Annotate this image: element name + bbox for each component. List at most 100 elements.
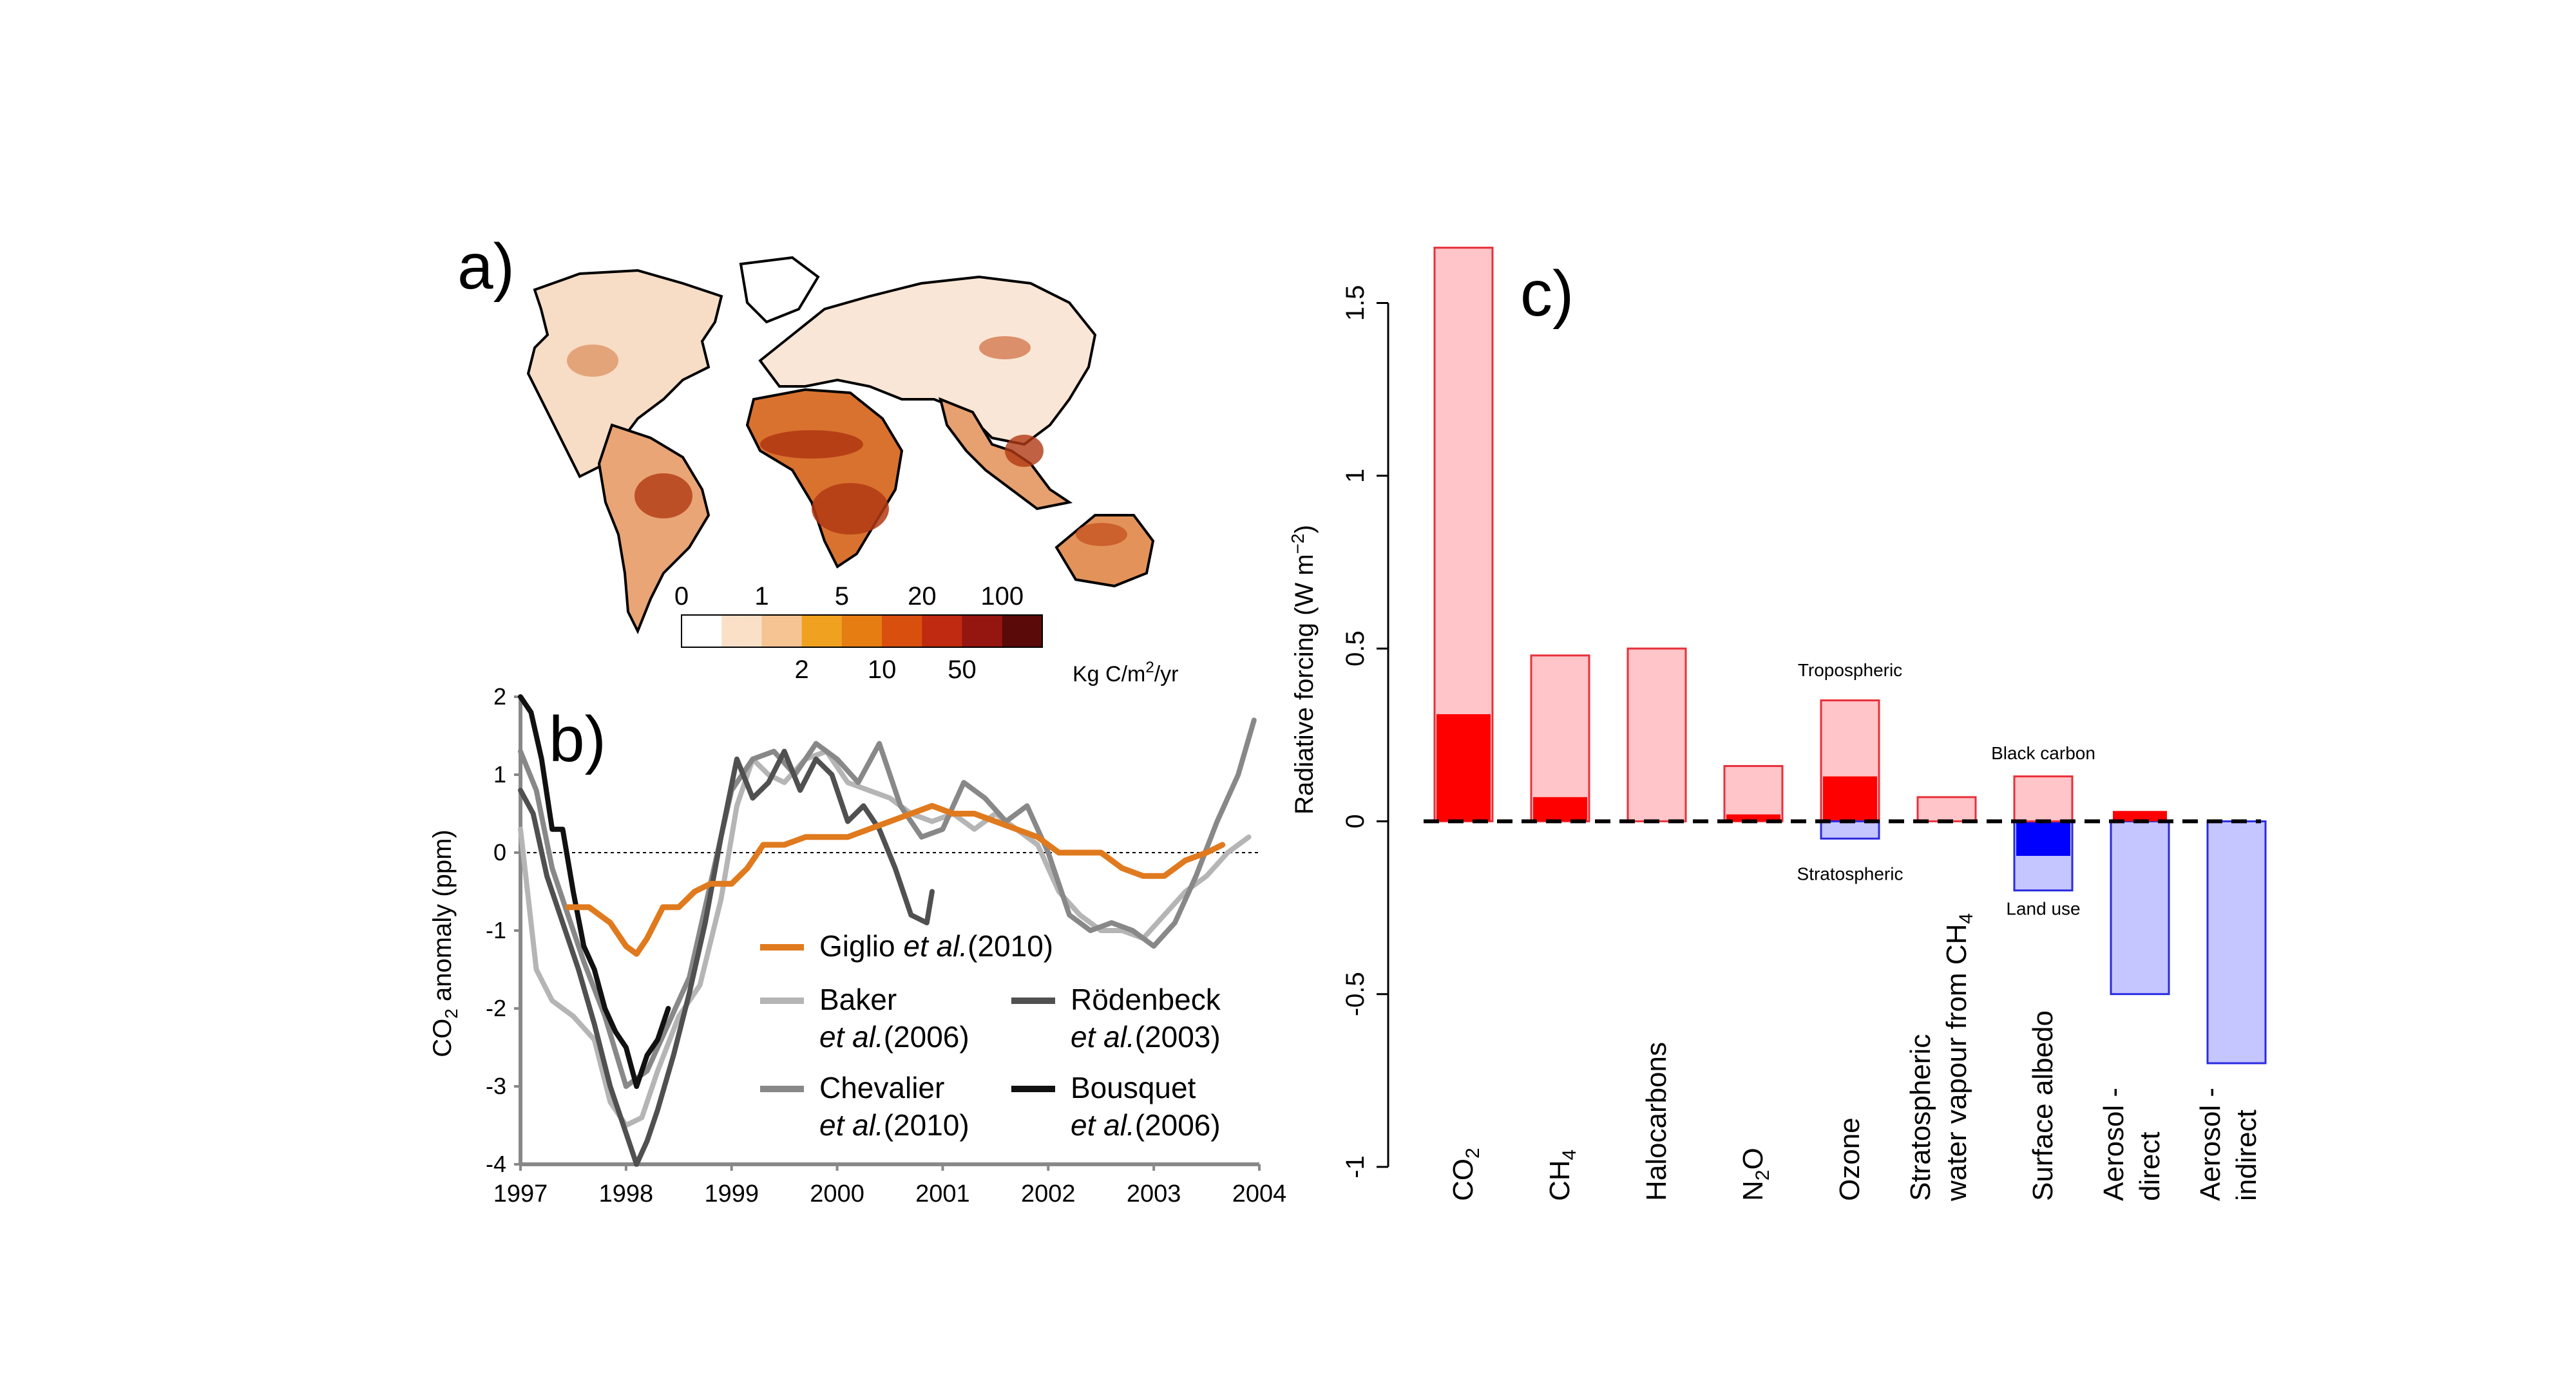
panel-b-xtick-label: 2001: [915, 1180, 970, 1207]
continent-south-asia: [939, 397, 1073, 511]
bar-albedo-black-carbon: [2013, 775, 2074, 822]
series-line-rödenbeck: [518, 748, 935, 1167]
annotation-stratospheric: Stratospheric: [1797, 864, 1903, 884]
colorbar-swatch: [922, 615, 963, 647]
panel-a-label: a): [457, 231, 515, 303]
category-label-line2: direct: [2134, 1131, 2166, 1201]
category-label: CO2: [1447, 1148, 1484, 1201]
colorbar-bottom-tick: 50: [948, 656, 977, 684]
colorbar-swatch: [1002, 615, 1043, 647]
panel-c-ytick-label: 0: [1341, 814, 1369, 828]
legend-label-bousquet: Bousquet: [1071, 1071, 1196, 1104]
panel-c-ytick-label: 0.5: [1341, 630, 1369, 667]
panel-c-label: c): [1520, 258, 1574, 330]
fire-hotspots: [567, 336, 1127, 546]
panel-b-label: b): [549, 703, 606, 775]
legend-label-giglio: Giglio et al.(2010): [819, 929, 1053, 963]
panel-c-chart: 1.5 1 0.5 0 -0.5 -1 Tropospheric Stratospheric B…: [1341, 247, 2267, 1202]
colorbar-top-tick: 1: [754, 582, 768, 610]
bar-fire: [2016, 821, 2070, 856]
legend-citation-baker: et al.(2006): [819, 1020, 969, 1054]
continent-eurasia: [758, 275, 1097, 446]
panel-b-ytick-label: -3: [486, 1073, 506, 1099]
legend-citation-bousquet: et al.(2006): [1071, 1108, 1221, 1142]
bar-fire: [1436, 714, 1491, 822]
panel-b-xtick-label: 2000: [810, 1180, 864, 1207]
bar-total: [1627, 647, 1687, 822]
panel-b-xtick-label: 2002: [1021, 1180, 1076, 1207]
panel-c-ytick-label: -1: [1341, 1155, 1369, 1178]
bar-total: [1530, 654, 1590, 822]
panel-b-ytick-label: 0: [493, 839, 506, 866]
series-line-bousquet: [518, 694, 671, 1089]
colorbar-swatch: [841, 615, 883, 647]
annotation-black-carbon: Black carbon: [1991, 743, 2095, 763]
legend-citation-chevalier: et al.(2010): [819, 1108, 969, 1142]
panel-b-xtick-label: 1998: [599, 1180, 654, 1207]
category-label: Aerosol -: [2098, 1088, 2130, 1201]
continent-south-america: [597, 423, 711, 634]
bar-total: [1723, 765, 1784, 822]
panel-c-ytick-label: 1: [1341, 469, 1369, 483]
bar-ozone-stratospheric: [1820, 820, 1880, 840]
colorbar-swatch: [721, 615, 762, 647]
category-label-line2: indirect: [2231, 1110, 2262, 1201]
bar-fire: [2113, 811, 2167, 822]
panel-c-ylabel: Radiative forcing (W m−2): [1288, 525, 1319, 815]
bar-fire: [1823, 776, 1877, 822]
continent-greenland: [739, 256, 820, 324]
colorbar-unit: Kg C/m2/yr: [1073, 659, 1179, 686]
colorbar-top-tick: 20: [908, 582, 937, 610]
legend-label-baker: Baker: [819, 983, 897, 1016]
category-label: Ozone: [1834, 1117, 1865, 1201]
bar-fire: [1726, 814, 1780, 822]
bar-total: [2206, 820, 2267, 1064]
panel-b-ytick-label: 2: [493, 683, 506, 710]
annotation-land-use: Land use: [2006, 898, 2080, 918]
colorbar-top-tick: 100: [980, 582, 1024, 610]
colorbar-swatch: [882, 615, 922, 647]
colorbar-top-tick: 5: [835, 582, 849, 610]
bar-fire: [1533, 797, 1587, 822]
colorbar-frame: [681, 614, 1043, 648]
colorbar-swatch: [761, 615, 803, 647]
colorbar-bottom-tick: 10: [868, 656, 897, 684]
series-line-giglio: [565, 802, 1226, 957]
panel-b-xtick-label: 2004: [1232, 1180, 1287, 1207]
world-map: [526, 256, 1155, 634]
panel-b-ytick-label: 1: [493, 761, 506, 788]
panel-b-xtick-label: 2003: [1127, 1180, 1181, 1207]
colorbar-swatch: [682, 615, 722, 647]
category-label: CH4: [1544, 1149, 1580, 1201]
legend-label-chevalier: Chevalier: [819, 1071, 944, 1104]
category-label: Stratospheric: [1905, 1034, 1936, 1201]
series-line-chevalier: [518, 717, 1257, 1089]
colorbar-bottom-tick: 2: [795, 656, 809, 684]
bar-total: [1916, 796, 1977, 822]
category-label-line2: water vapour from CH4: [1941, 913, 1977, 1202]
panel-b-chart: 2 1 0 -1 -2 -3 -4 1997 1998 1999 2000 2001 2002 2003 2…: [486, 683, 1286, 1207]
panel-b-xtick-label: 1997: [493, 1180, 548, 1207]
panel-b-legend: Giglio et al.(2010) Baker et al.(2006) Röde…: [760, 929, 1221, 1142]
category-label: Halocarbons: [1641, 1042, 1672, 1201]
panel-b-ylabel: CO2 anomaly (ppm): [428, 829, 461, 1057]
annotation-tropospheric: Tropospheric: [1798, 660, 1902, 680]
continent-africa: [745, 388, 904, 569]
panel-b-ytick-label: -4: [486, 1151, 506, 1177]
series-line-baker: [518, 748, 1252, 1128]
panel-b-xtick-label: 1999: [704, 1180, 759, 1207]
panel-b-ytick-label: -1: [486, 917, 506, 943]
panel-c-ytick-label: -0.5: [1341, 972, 1369, 1016]
colorbar-swatch: [801, 615, 843, 647]
colorbar-swatch: [962, 615, 1003, 647]
category-label: Aerosol -: [2195, 1088, 2226, 1201]
category-label: N2O: [1737, 1148, 1773, 1201]
category-label: Surface albedo: [2027, 1010, 2059, 1201]
panel-c-ytick-label: 1.5: [1341, 285, 1369, 321]
bar-total: [2110, 820, 2170, 996]
legend-label-rödenbeck: Rödenbeck: [1071, 983, 1221, 1016]
legend-citation-rödenbeck: et al.(2003): [1071, 1020, 1221, 1054]
colorbar: 0 1 5 20 100 2 10 50: [674, 582, 1043, 684]
panel-b-ytick-label: -2: [486, 995, 506, 1021]
